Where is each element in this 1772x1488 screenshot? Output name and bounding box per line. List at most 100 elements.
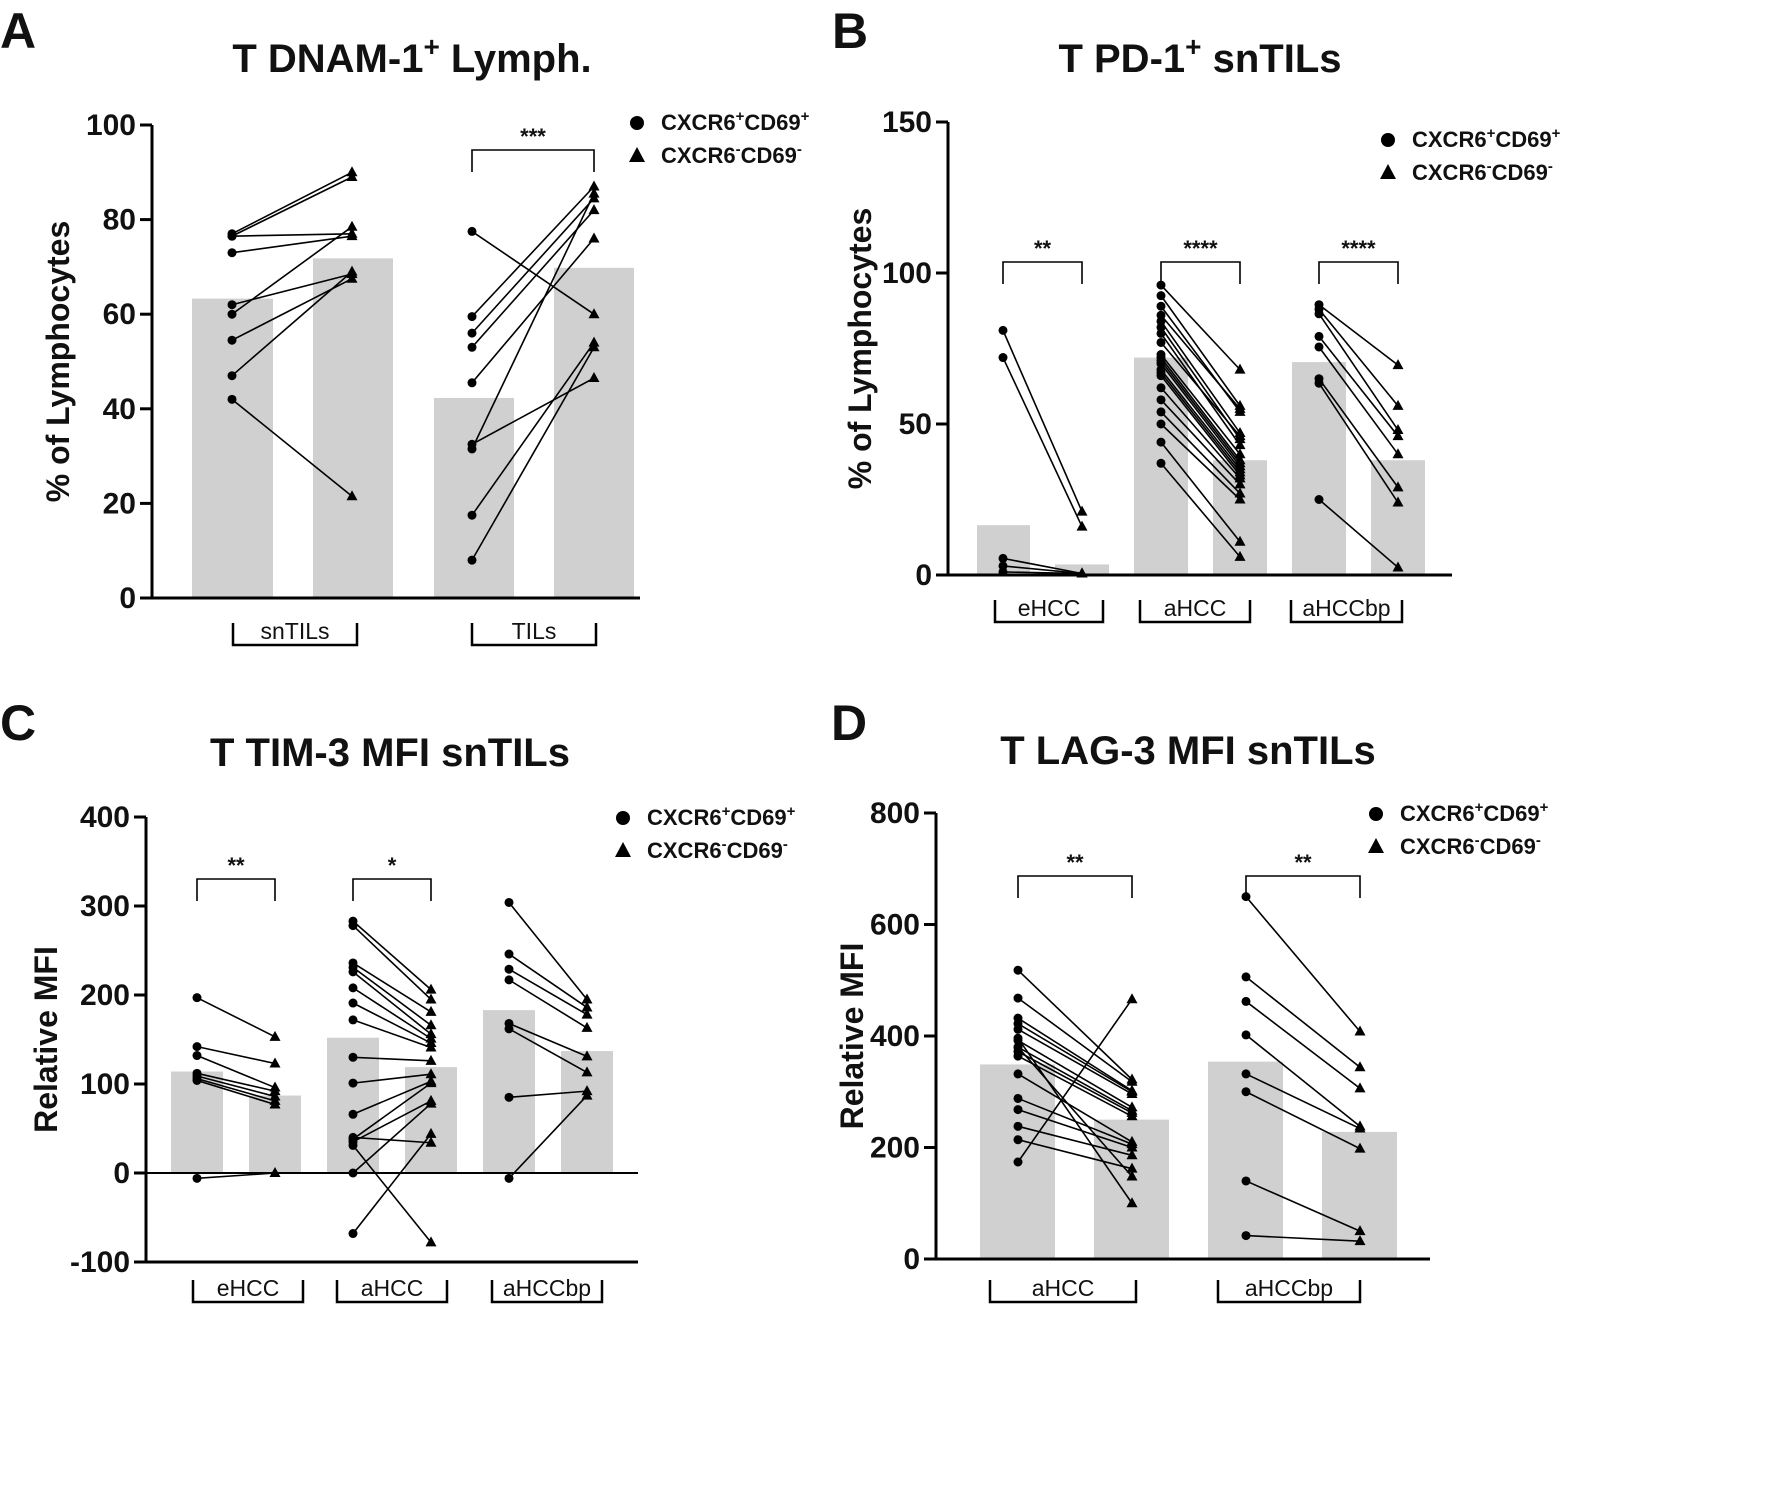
y-tick-label: 80 xyxy=(103,204,136,237)
point-cxcr6pos xyxy=(348,983,358,993)
paired-line xyxy=(352,1002,432,1044)
paired-line xyxy=(508,968,588,1016)
legend-text: CD69 xyxy=(730,805,786,830)
legend-superscript: + xyxy=(1475,799,1484,816)
point-cxcr6neg xyxy=(425,983,437,994)
point-cxcr6neg xyxy=(425,1005,437,1016)
legend-text: CXCR6 xyxy=(661,143,736,168)
paired-line xyxy=(1318,378,1399,488)
point-cxcr6neg xyxy=(269,1085,281,1096)
point-cxcr6pos xyxy=(467,510,477,520)
paired-line xyxy=(231,171,353,235)
point-cxcr6neg xyxy=(346,220,358,231)
paired-line xyxy=(196,1072,276,1092)
point-cxcr6neg xyxy=(1076,520,1088,531)
point-cxcr6pos xyxy=(348,1109,358,1119)
y-tick-label: 200 xyxy=(870,1132,920,1165)
paired-line xyxy=(1318,308,1399,407)
legend-text: CXCR6 xyxy=(1412,127,1487,152)
paired-line xyxy=(1160,295,1241,407)
paired-line xyxy=(1318,498,1399,569)
category-bracket xyxy=(1138,600,1252,624)
chart-title: T PD-1+ snTILs xyxy=(1058,31,1341,81)
chart-title-superscript: + xyxy=(423,31,439,62)
paired-line xyxy=(1160,372,1241,473)
paired-line xyxy=(471,197,595,334)
point-cxcr6neg xyxy=(1126,1141,1138,1152)
legend-circle-icon xyxy=(630,116,644,130)
legend-entry-cxcr6neg: CXCR6-CD69- xyxy=(1400,832,1541,859)
paired-line xyxy=(196,1054,276,1089)
paired-line xyxy=(1017,997,1133,1083)
x-category-label: aHCCbp xyxy=(1245,1275,1333,1301)
point-cxcr6neg xyxy=(1234,478,1246,489)
point-cxcr6pos xyxy=(467,328,477,338)
point-cxcr6pos xyxy=(227,335,237,345)
legend-entry-cxcr6neg: CXCR6-CD69- xyxy=(647,836,788,863)
point-cxcr6neg xyxy=(588,372,600,383)
point-cxcr6pos xyxy=(1156,383,1166,393)
point-cxcr6pos xyxy=(1241,972,1251,982)
point-cxcr6pos xyxy=(348,1132,358,1142)
x-category-label: aHCCbp xyxy=(1302,595,1390,621)
category-bracket xyxy=(231,623,359,647)
y-tick-label: 150 xyxy=(882,106,932,139)
legend-text: CD69 xyxy=(1483,801,1539,826)
point-cxcr6pos xyxy=(1013,1042,1023,1052)
y-tick-label: 40 xyxy=(103,393,136,426)
legend-superscript: - xyxy=(736,141,741,158)
paired-line xyxy=(1318,335,1399,437)
legend-circle-icon xyxy=(616,811,630,825)
paired-line xyxy=(508,1095,588,1179)
point-cxcr6neg xyxy=(1392,496,1404,507)
point-cxcr6neg xyxy=(588,187,600,198)
legend-superscript: - xyxy=(1536,832,1541,849)
legend-superscript: + xyxy=(736,108,745,125)
legend-entry-cxcr6pos: CXCR6+CD69+ xyxy=(647,803,796,830)
paired-line xyxy=(352,1144,432,1243)
paired-line xyxy=(352,987,432,1040)
category-bracket xyxy=(470,623,598,647)
paired-line xyxy=(1017,998,1133,1163)
significance-bracket xyxy=(1160,261,1241,284)
y-tick-label: 50 xyxy=(899,408,932,441)
paired-line xyxy=(1160,399,1241,485)
paired-line xyxy=(1017,1028,1133,1095)
legend-superscript: + xyxy=(787,803,796,820)
point-cxcr6pos xyxy=(348,1140,358,1150)
y-tick-label: 0 xyxy=(119,582,136,615)
point-cxcr6pos xyxy=(504,1173,514,1183)
y-axis-label: % of Lymphocytes xyxy=(40,221,76,503)
x-category-label: TILs xyxy=(512,618,557,644)
point-cxcr6pos xyxy=(192,1051,202,1061)
category-bracket xyxy=(335,1280,449,1304)
significance-bracket xyxy=(1245,875,1361,898)
paired-line xyxy=(231,176,353,237)
point-cxcr6neg xyxy=(425,1236,437,1247)
point-cxcr6neg xyxy=(346,490,358,501)
chart-title-text: T DNAM-1 xyxy=(232,37,423,81)
y-tick-label: 100 xyxy=(80,1068,130,1101)
point-cxcr6neg xyxy=(581,1001,593,1012)
y-tick-label: 0 xyxy=(915,559,932,592)
x-category-label: aHCC xyxy=(1164,595,1227,621)
paired-line xyxy=(1017,1125,1133,1157)
paired-line xyxy=(1017,1046,1133,1178)
paired-line xyxy=(508,1022,588,1058)
y-axis-label: Relative MFI xyxy=(28,946,64,1133)
point-cxcr6neg xyxy=(588,232,600,243)
point-cxcr6neg xyxy=(425,993,437,1004)
significance-bracket xyxy=(352,878,432,901)
point-cxcr6neg xyxy=(1126,1197,1138,1208)
paired-line xyxy=(352,924,432,1001)
paired-line xyxy=(352,1133,432,1235)
paired-line xyxy=(1318,346,1399,455)
point-cxcr6pos xyxy=(504,975,514,985)
point-cxcr6neg xyxy=(581,1089,593,1100)
legend-triangle-icon xyxy=(629,147,645,162)
point-cxcr6pos xyxy=(348,1052,358,1062)
legend-entry-cxcr6pos: CXCR6+CD69+ xyxy=(1400,799,1549,826)
y-tick-label: 400 xyxy=(870,1020,920,1053)
point-cxcr6pos xyxy=(1156,437,1166,447)
paired-line xyxy=(231,398,353,497)
